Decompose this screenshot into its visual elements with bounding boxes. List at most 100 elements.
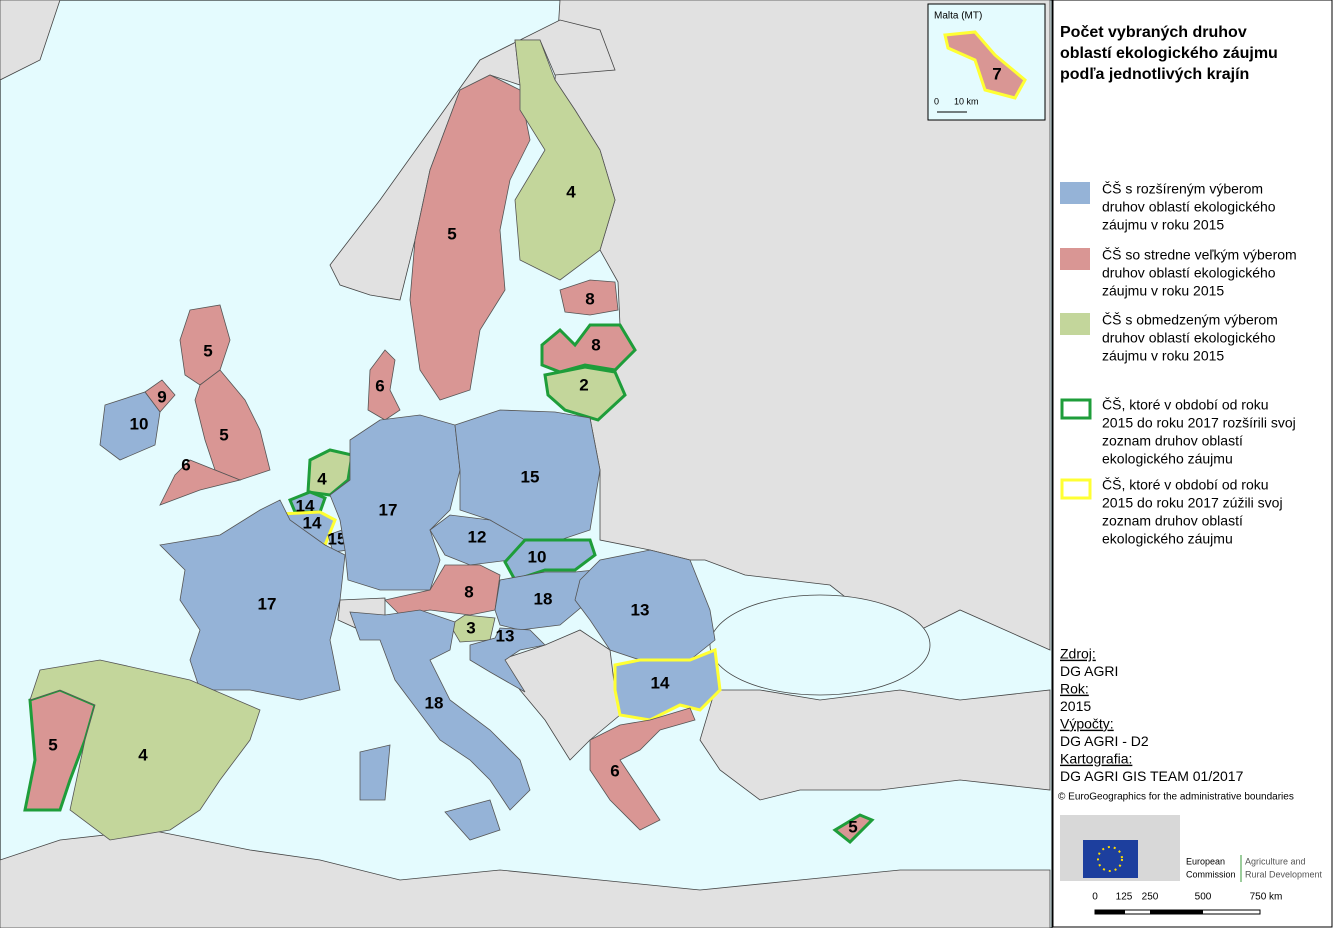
- scale-bar-segment: [1095, 910, 1125, 914]
- region-value: 2: [579, 375, 588, 394]
- source-text: 2015: [1060, 698, 1091, 714]
- region-value: 6: [375, 376, 384, 395]
- region-value: 5: [203, 341, 212, 360]
- region-value: 13: [496, 626, 515, 645]
- region: [99, 391, 161, 461]
- legend-text: 2015 do roku 2017 rozšírili svoj: [1102, 415, 1296, 431]
- region-outline: [943, 30, 1027, 100]
- legend-title: podľa jednotlivých krajín: [1060, 66, 1249, 83]
- legend-text: ČŠ, ktoré v období od roku: [1102, 397, 1269, 413]
- region-value: 5: [219, 425, 228, 444]
- scale-bar-segment: [1150, 910, 1203, 914]
- region-value: 4: [138, 745, 148, 764]
- inset-scale-label: 0: [934, 96, 939, 106]
- region-value: 14: [303, 513, 322, 532]
- logo-text: European: [1186, 856, 1225, 866]
- legend-text: 2015 do roku 2017 zúžili svoj: [1102, 495, 1283, 511]
- scale-label: 500: [1195, 892, 1212, 903]
- legend-text: ČŠ so stredne veľkým výberom: [1102, 247, 1297, 263]
- eu-stars: [1097, 846, 1123, 872]
- copyright: © EuroGeographics for the administrative…: [1058, 792, 1294, 803]
- region-value: 14: [296, 496, 315, 515]
- scale-labels: 0 125 250 500 750 km: [1092, 892, 1282, 903]
- region-value: 5: [48, 735, 57, 754]
- inset-map: 7: [943, 30, 1027, 100]
- legend-panel: [1052, 0, 1333, 928]
- legend-text: záujmu v roku 2015: [1102, 217, 1224, 233]
- source-heading: Rok:: [1060, 681, 1089, 697]
- region-value: 5: [447, 224, 456, 243]
- legend-text: druhov oblastí ekologického: [1102, 199, 1276, 215]
- legend-text: druhov oblastí ekologického: [1102, 265, 1276, 281]
- legend-swatch: [1060, 182, 1090, 204]
- region-value: 8: [585, 289, 594, 308]
- region-value: 14: [651, 673, 670, 692]
- region: [454, 409, 601, 541]
- region: [367, 349, 401, 421]
- region-value: 18: [534, 589, 553, 608]
- legend-text: ekologického záujmu: [1102, 451, 1233, 467]
- legend-title: oblastí ekologického záujmu: [1060, 45, 1278, 62]
- turkey: [699, 689, 1051, 801]
- eu-flag: [1083, 840, 1138, 878]
- region: [29, 659, 261, 841]
- region-value: 6: [181, 455, 190, 474]
- legend-text: zoznam druhov oblastí: [1102, 513, 1243, 529]
- region-value: 10: [130, 414, 149, 433]
- region-outline: [288, 490, 327, 514]
- region: [559, 279, 619, 316]
- region: [194, 369, 271, 481]
- legend-text: druhov oblastí ekologického: [1102, 330, 1276, 346]
- legend-text: ČŠ, ktoré v období od roku: [1102, 477, 1269, 493]
- logo-text: Agriculture and: [1245, 856, 1306, 866]
- inset-scale-label: 10 km: [954, 96, 979, 106]
- legend-swatch: [1060, 313, 1090, 335]
- region-value: 10: [528, 547, 547, 566]
- region-value: 12: [468, 527, 487, 546]
- region-value: 5: [848, 817, 857, 836]
- non-member-land: [0, 0, 1051, 929]
- region-outline: [613, 647, 722, 722]
- region-value: 6: [610, 761, 619, 780]
- source-text: DG AGRI GIS TEAM 01/2017: [1060, 768, 1244, 784]
- scale-label: 125: [1116, 892, 1133, 903]
- legend-text: ČŠ s obmedzeným výberom: [1102, 312, 1278, 328]
- region-value: 15: [328, 529, 347, 548]
- region: [589, 707, 696, 831]
- source-heading: Kartografia:: [1060, 751, 1132, 767]
- legend-swatch: [1060, 248, 1090, 270]
- region-value: 13: [631, 600, 650, 619]
- region: [329, 414, 461, 591]
- greenland: [0, 0, 61, 81]
- source-text: DG AGRI - D2: [1060, 733, 1149, 749]
- region-value: 9: [157, 387, 166, 406]
- inset-title: Malta (MT): [934, 11, 982, 22]
- legend-swatch: [1060, 398, 1092, 420]
- legend-text: zoznam druhov oblastí: [1102, 433, 1243, 449]
- region: [574, 549, 716, 661]
- region: [514, 39, 616, 281]
- region: [159, 499, 346, 701]
- region-value: 4: [566, 182, 576, 201]
- region-value: 3: [466, 618, 475, 637]
- legend-title: Počet vybraných druhov: [1060, 24, 1247, 41]
- scale-label: 0: [1092, 892, 1098, 903]
- legend: ČŠ s rozšíreným výberom druhov oblastí ek…: [1060, 181, 1297, 547]
- region-value: 4: [317, 469, 327, 488]
- legend-swatch: [1060, 478, 1092, 500]
- region: [409, 74, 531, 401]
- source-heading: Výpočty:: [1060, 716, 1114, 732]
- logo-text: Rural Development: [1245, 869, 1323, 879]
- region: [349, 609, 531, 841]
- region: [449, 614, 496, 643]
- region: [469, 627, 546, 693]
- source-text: DG AGRI: [1060, 663, 1118, 679]
- scale-label: 250: [1142, 892, 1159, 903]
- legend-text: záujmu v roku 2015: [1102, 348, 1224, 364]
- region: [159, 459, 242, 506]
- region-value: 17: [258, 594, 277, 613]
- region-value: 8: [464, 582, 473, 601]
- region-value: 15: [521, 467, 540, 486]
